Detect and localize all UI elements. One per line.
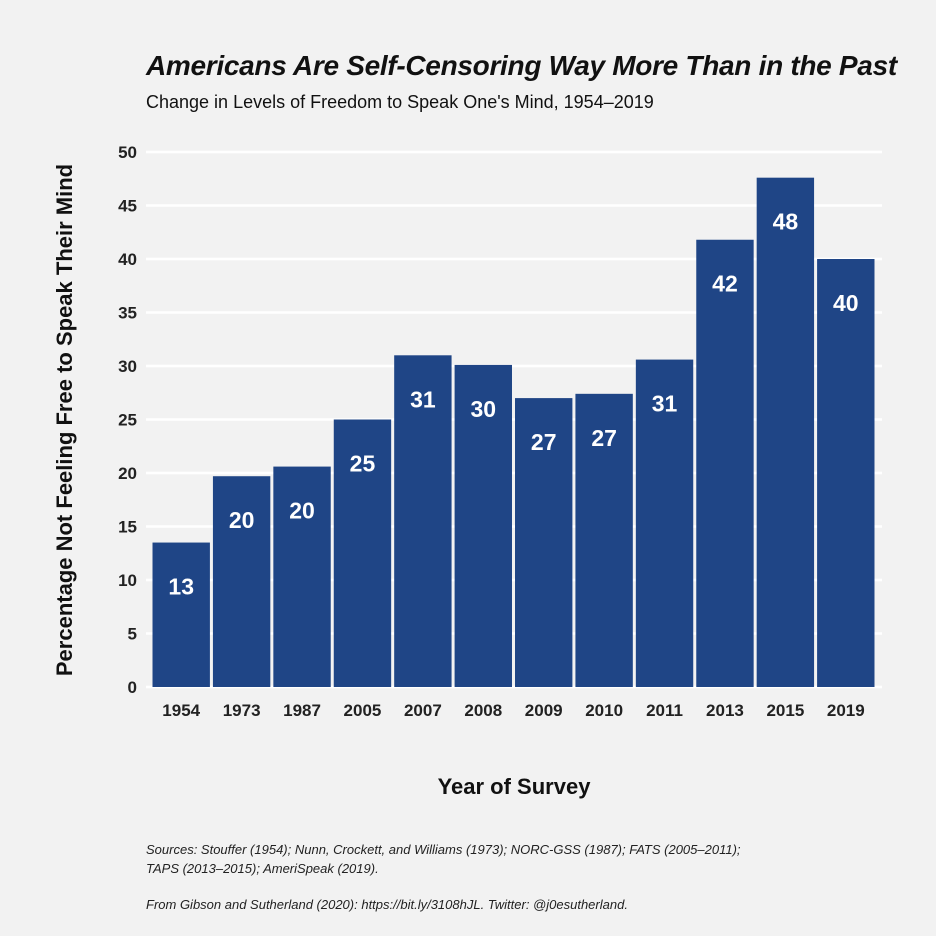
x-tick-label: 1954 bbox=[162, 701, 200, 720]
y-tick-label: 50 bbox=[118, 143, 137, 162]
credit-note: From Gibson and Sutherland (2020): https… bbox=[146, 897, 628, 912]
x-tick-label: 1987 bbox=[283, 701, 321, 720]
x-tick-label: 1973 bbox=[223, 701, 261, 720]
x-tick-label: 2005 bbox=[344, 701, 382, 720]
data-label-2011: 31 bbox=[652, 391, 678, 417]
x-tick-label: 2015 bbox=[766, 701, 804, 720]
sources-line-2: TAPS (2013–2015); AmeriSpeak (2019). bbox=[146, 861, 379, 876]
x-tick-label: 2013 bbox=[706, 701, 744, 720]
data-label-2008: 30 bbox=[470, 396, 496, 422]
data-label-2007: 31 bbox=[410, 386, 436, 412]
bar-2007 bbox=[394, 355, 452, 687]
data-label-2005: 25 bbox=[350, 451, 376, 477]
y-tick-label: 10 bbox=[118, 571, 137, 590]
x-tick-label: 2008 bbox=[464, 701, 502, 720]
bar-2019 bbox=[817, 259, 875, 687]
data-label-2009: 27 bbox=[531, 429, 557, 455]
x-tick-label: 2019 bbox=[827, 701, 865, 720]
data-label-1954: 13 bbox=[168, 574, 194, 600]
bar-2010 bbox=[575, 393, 633, 687]
y-tick-label: 5 bbox=[128, 625, 137, 644]
bar-1973 bbox=[212, 476, 271, 687]
data-label-2013: 42 bbox=[712, 271, 738, 297]
data-label-1987: 20 bbox=[289, 498, 315, 524]
bar-2009 bbox=[515, 398, 573, 687]
y-tick-label: 25 bbox=[118, 411, 137, 430]
sources-line-1: Sources: Stouffer (1954); Nunn, Crockett… bbox=[146, 842, 741, 857]
x-tick-label: 2007 bbox=[404, 701, 442, 720]
x-tick-label: 2010 bbox=[585, 701, 623, 720]
bar-2011 bbox=[635, 359, 694, 687]
chart-subtitle: Change in Levels of Freedom to Speak One… bbox=[146, 92, 654, 112]
y-tick-label: 45 bbox=[118, 197, 137, 216]
x-axis-label: Year of Survey bbox=[437, 774, 591, 799]
data-label-1973: 20 bbox=[229, 507, 255, 533]
chart-title: Americans Are Self-Censoring Way More Th… bbox=[146, 50, 897, 81]
data-label-2019: 40 bbox=[833, 290, 859, 316]
bar-2013 bbox=[696, 239, 754, 688]
data-label-2015: 48 bbox=[773, 209, 799, 235]
y-tick-label: 15 bbox=[118, 518, 137, 537]
bar-1987 bbox=[273, 466, 331, 687]
bar-2005 bbox=[333, 419, 392, 687]
x-tick-label: 2009 bbox=[525, 701, 563, 720]
y-tick-label: 35 bbox=[118, 304, 137, 323]
x-tick-label: 2011 bbox=[646, 701, 683, 720]
y-tick-label: 40 bbox=[118, 250, 137, 269]
bar-2015 bbox=[756, 177, 815, 687]
y-tick-label: 30 bbox=[118, 357, 137, 376]
y-tick-label: 20 bbox=[118, 464, 137, 483]
bar-2008 bbox=[454, 364, 512, 687]
y-tick-label: 0 bbox=[128, 678, 137, 697]
sources-note: Sources: Stouffer (1954); Nunn, Crockett… bbox=[146, 840, 886, 878]
data-label-2010: 27 bbox=[591, 425, 617, 451]
bar-1954 bbox=[152, 542, 210, 687]
